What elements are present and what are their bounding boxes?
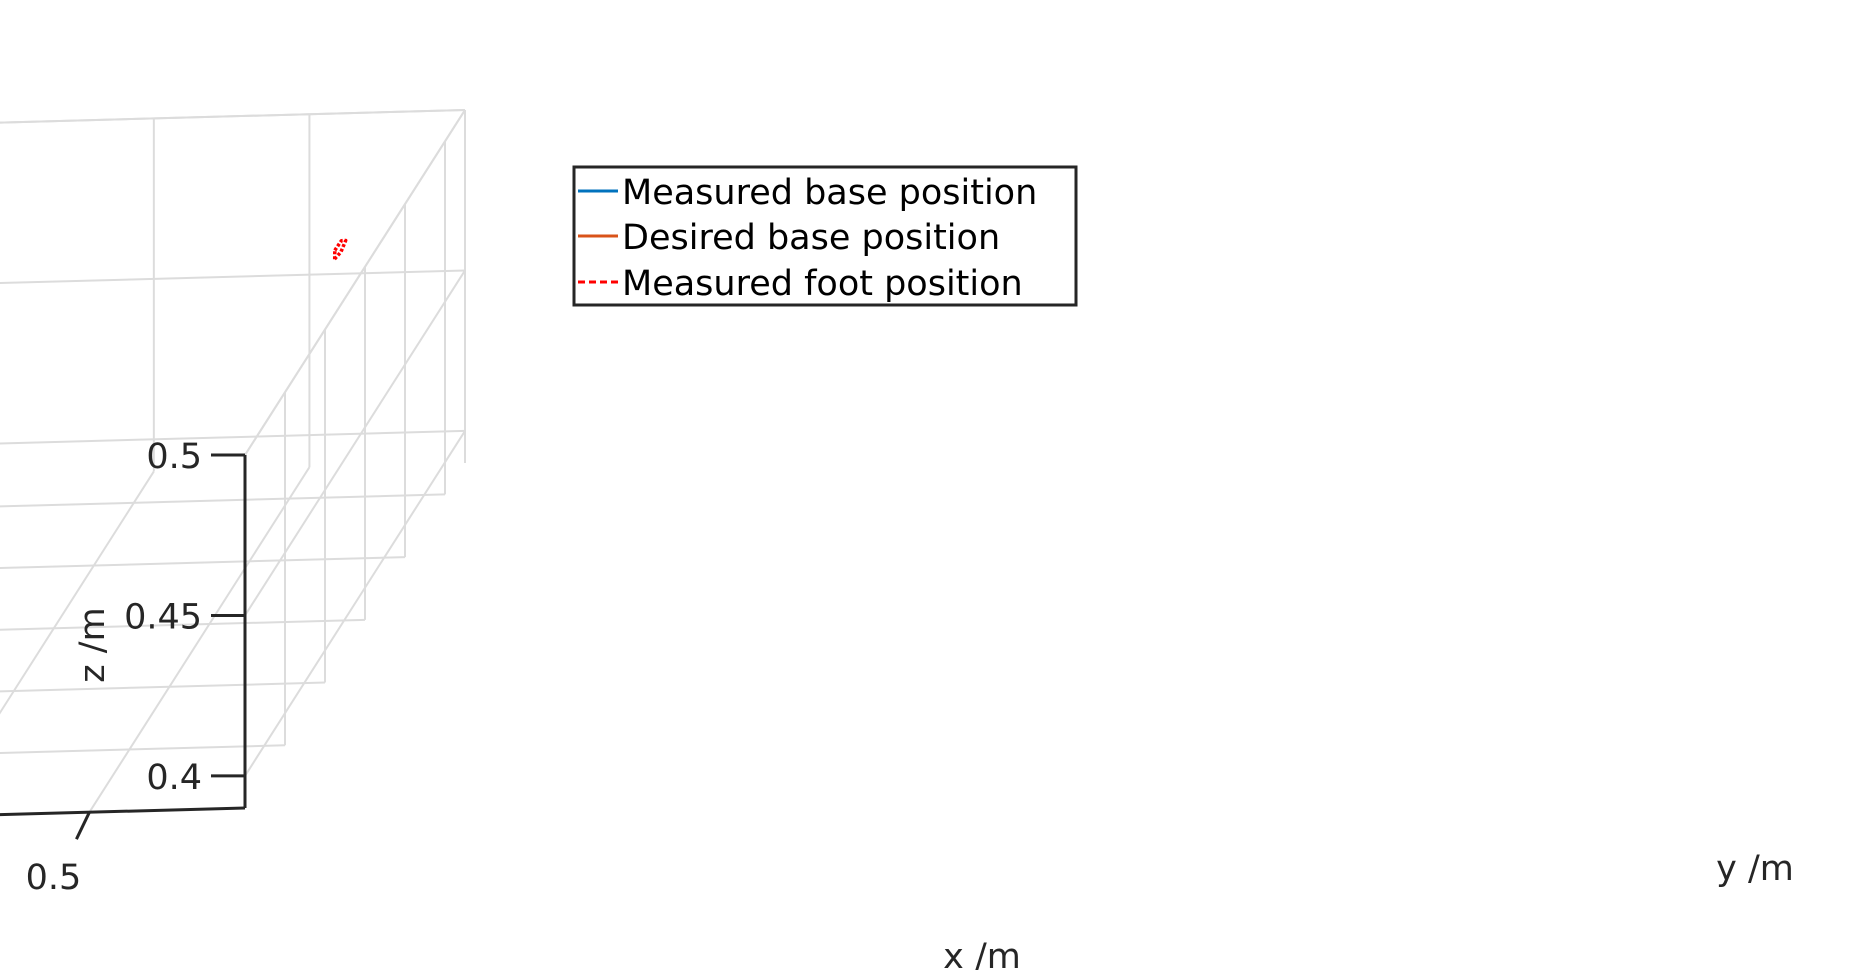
grid-line-side-z [244,430,466,777]
grid-line-floor-y [0,744,286,754]
grid-line-floor-x [0,470,155,715]
y-axis-label: y /m [1716,849,1794,889]
grid-line-back-z [0,429,466,445]
grid-line-floor-y [0,618,366,631]
z-tick-label: 0.45 [124,597,202,637]
box-edge [0,109,466,124]
x-axis-line [0,806,246,817]
legend-label-measured-base: Measured base position [622,173,1037,213]
grid-line-side-z [244,269,466,616]
x-tick-label: 0.5 [26,858,82,898]
grid-line-floor-y [0,681,326,693]
x-tick [75,811,91,840]
grid-line-floor-y [0,556,406,570]
data-series [332,238,348,262]
grid-lines [0,109,466,816]
grid-line-floor-y [0,493,446,508]
legend-label-desired-base: Desired base position [622,218,1000,258]
z-axis-label: z /m [73,607,113,682]
legend-label-measured-foot: Measured foot position [622,264,1023,304]
z-tick-label: 0.4 [146,758,202,798]
axes: 0.50.40.30.20.10-0.1-0.2-0.3-0.2-0.100.1… [0,437,247,898]
legend: Measured base position Desired base posi… [572,165,1078,307]
legend-box [572,165,1078,307]
grid-line-back-z [0,269,466,285]
grid-line-floor-x [88,466,311,813]
box-edge [244,109,466,456]
x-axis-label: x /m [943,937,1021,970]
z-tick-label: 0.5 [146,437,202,477]
series-measured-foot-position [332,238,348,262]
